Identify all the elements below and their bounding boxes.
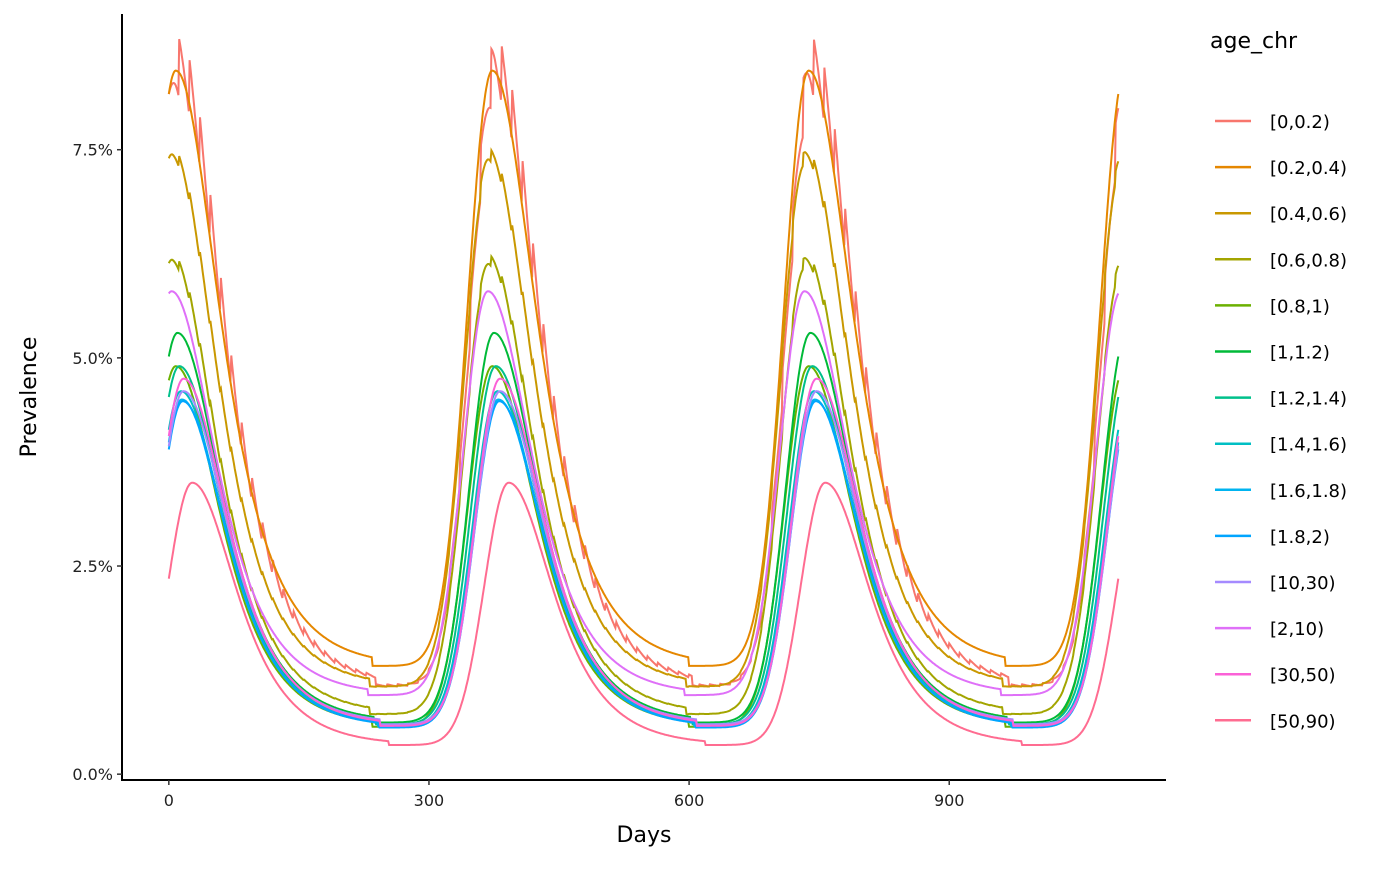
legend-label: [0.2,0.4) xyxy=(1270,158,1347,179)
legend-label: [1.2,1.4) xyxy=(1270,389,1347,410)
legend-item: [1.6,1.8) xyxy=(1215,481,1347,502)
legend-label: [0.4,0.6) xyxy=(1270,204,1347,225)
series-line-10 xyxy=(167,390,1120,726)
series-line-13 xyxy=(167,481,1120,746)
legend-item: [0,0.2) xyxy=(1215,112,1330,133)
legend-item: [10,30) xyxy=(1215,573,1336,594)
y-tick-label: 5.0% xyxy=(72,349,113,368)
series-line-11 xyxy=(168,290,1120,697)
legend-item: [0.2,0.4) xyxy=(1215,158,1347,179)
legend-label: [1.6,1.8) xyxy=(1270,481,1347,502)
series-line-0 xyxy=(167,38,1120,688)
series-line-3 xyxy=(167,253,1120,716)
legend-label: [1.4,1.6) xyxy=(1270,435,1347,456)
legend-item: [0.8,1) xyxy=(1215,296,1330,317)
x-tick-label: 900 xyxy=(934,791,965,810)
legend-item: [1.2,1.4) xyxy=(1215,389,1347,410)
legend-item: [0.6,0.8) xyxy=(1215,250,1347,271)
legend-label: [0,0.2) xyxy=(1270,112,1330,133)
y-tick-label: 0.0% xyxy=(72,765,113,784)
legend-item: [0.4,0.6) xyxy=(1215,204,1347,225)
y-tick-label: 2.5% xyxy=(72,557,113,576)
series-line-7 xyxy=(167,390,1120,727)
legend-item: [1.4,1.6) xyxy=(1215,435,1347,456)
legend-item: [50,90) xyxy=(1215,711,1336,732)
legend-item: [1.8,2) xyxy=(1215,527,1330,548)
series-line-4 xyxy=(167,365,1120,728)
series-line-2 xyxy=(167,147,1120,688)
series-line-12 xyxy=(167,377,1120,727)
legend-label: [1.8,2) xyxy=(1270,527,1330,548)
legend: age_chr [0,0.2) [0.2,0.4) [0.4,0.6) [0.6,0.… xyxy=(1210,29,1347,732)
legend-label: [1,1.2) xyxy=(1270,343,1330,364)
legend-item: [30,50) xyxy=(1215,665,1336,686)
axis-ticks: 0 300 600 900 0.0% 2.5% 5.0% 7.5% xyxy=(72,141,964,810)
legend-label: [0.6,0.8) xyxy=(1270,250,1347,271)
series-line-9 xyxy=(167,400,1120,729)
x-axis-title: Days xyxy=(617,823,672,848)
legend-label: [0.8,1) xyxy=(1270,296,1330,317)
legend-label: [2,10) xyxy=(1270,619,1324,640)
legend-item: [2,10) xyxy=(1215,619,1324,640)
legend-label: [30,50) xyxy=(1270,665,1336,686)
x-tick-label: 0 xyxy=(164,791,174,810)
x-tick-label: 600 xyxy=(674,791,705,810)
series-line-8 xyxy=(167,398,1120,728)
series-line-1 xyxy=(167,69,1120,667)
legend-title: age_chr xyxy=(1210,29,1298,54)
legend-label: [10,30) xyxy=(1270,573,1336,594)
legend-item: [1,1.2) xyxy=(1215,343,1330,364)
series-line-5 xyxy=(167,331,1120,724)
y-tick-label: 7.5% xyxy=(72,141,113,160)
y-axis-title: Prevalence xyxy=(17,337,42,458)
legend-label: [50,90) xyxy=(1270,711,1336,732)
series-lines xyxy=(167,38,1120,746)
x-tick-label: 300 xyxy=(414,791,445,810)
